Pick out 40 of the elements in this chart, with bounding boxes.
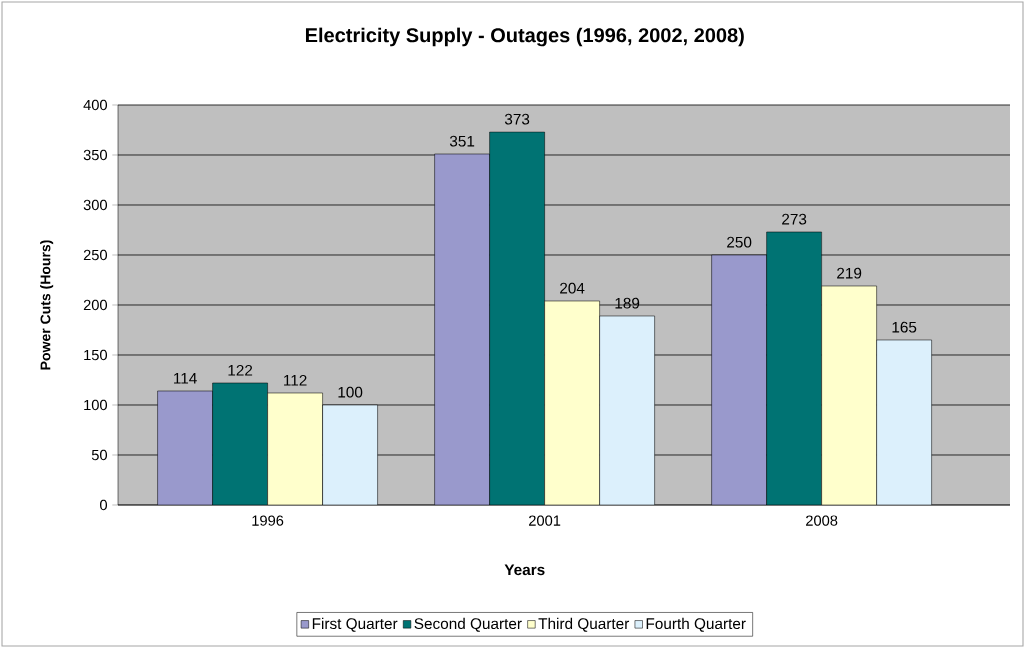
legend-label: First Quarter (312, 617, 398, 632)
x-tick-label: 2001 (529, 515, 561, 526)
y-tick-label: 50 (91, 449, 108, 461)
x-tick-label: 2008 (806, 515, 838, 526)
data-label: 114 (174, 373, 197, 384)
y-tick-label: 100 (84, 399, 108, 411)
bar (876, 339, 932, 505)
bar (212, 382, 268, 505)
bar (157, 390, 213, 505)
y-tick-label: 200 (83, 299, 108, 311)
data-label: 165 (892, 321, 917, 333)
bar (599, 315, 655, 505)
bar (489, 131, 545, 505)
y-tick-label: 350 (83, 149, 108, 161)
y-tick-label: 150 (84, 349, 108, 361)
data-label: 351 (449, 135, 475, 147)
y-tick-label: 250 (83, 249, 108, 261)
data-label: 373 (504, 113, 530, 125)
chart-title: Electricity Supply - Outages (1996, 2002, 2008) (305, 27, 744, 47)
legend-label: Fourth Quarter (646, 617, 746, 632)
bar (434, 153, 490, 505)
legend-label: Second Quarter (414, 617, 522, 632)
y-tick-label: 400 (83, 99, 108, 111)
data-label: 219 (837, 267, 862, 279)
data-label: 122 (228, 364, 253, 376)
y-tick-label: 300 (83, 199, 108, 211)
bar (766, 231, 822, 505)
data-label: 189 (615, 297, 640, 309)
legend-label: Third Quarter (538, 617, 630, 632)
y-axis-title: Power Cuts (Hours) (40, 240, 54, 370)
x-axis-title: Years (504, 564, 545, 576)
data-label: 273 (782, 213, 807, 225)
bar (322, 404, 378, 505)
data-label: 204 (560, 282, 585, 294)
data-label: 250 (727, 236, 752, 248)
data-label: 100 (338, 386, 363, 398)
data-label: 112 (284, 374, 307, 386)
x-tick-label: 1996 (252, 515, 284, 526)
bar (711, 254, 767, 505)
y-tick-label: 0 (100, 499, 108, 511)
